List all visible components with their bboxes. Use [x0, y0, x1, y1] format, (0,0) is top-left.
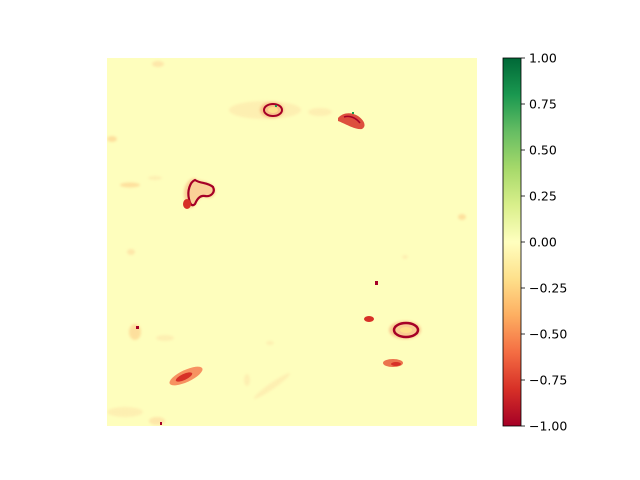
colorbar-tick-label: −0.75: [529, 373, 567, 388]
colorbar-gradient: [502, 57, 522, 427]
colorbar-tick-label: −1.00: [529, 419, 567, 434]
blob-top-right: [338, 112, 365, 130]
colorbar-tick-label: 1.00: [529, 51, 557, 66]
faint-streaks: [107, 61, 466, 425]
ring-top-center: [260, 102, 284, 118]
colorbar-ticks: 1.00 0.75 0.50 0.25 0.00 −0.25 −0.50 −0.75 −1.00: [521, 51, 567, 434]
colorbar-tick-label: 0.25: [529, 189, 557, 204]
colorbar-tick-label: 0.75: [529, 97, 557, 112]
heatmap-image: [107, 58, 477, 426]
heatmap-background: [107, 58, 477, 426]
colorbar-tick-label: −0.50: [529, 327, 567, 342]
small-dot-left: [136, 326, 139, 329]
small-dot-center-right: [375, 281, 378, 285]
colorbar-tick-label: −0.25: [529, 281, 567, 296]
colorbar-tick-label: 0.50: [529, 143, 557, 158]
colorbar: 1.00 0.75 0.50 0.25 0.00 −0.25 −0.50 −0.75 −1.00: [502, 51, 567, 434]
ring-left: [183, 178, 216, 209]
streak-bottom-left: [160, 366, 203, 425]
ring-lower-right: [389, 321, 421, 339]
colorbar-tick-label: 0.00: [529, 235, 557, 250]
small-mark-right: [364, 316, 374, 322]
small-lower-right: [383, 359, 403, 367]
